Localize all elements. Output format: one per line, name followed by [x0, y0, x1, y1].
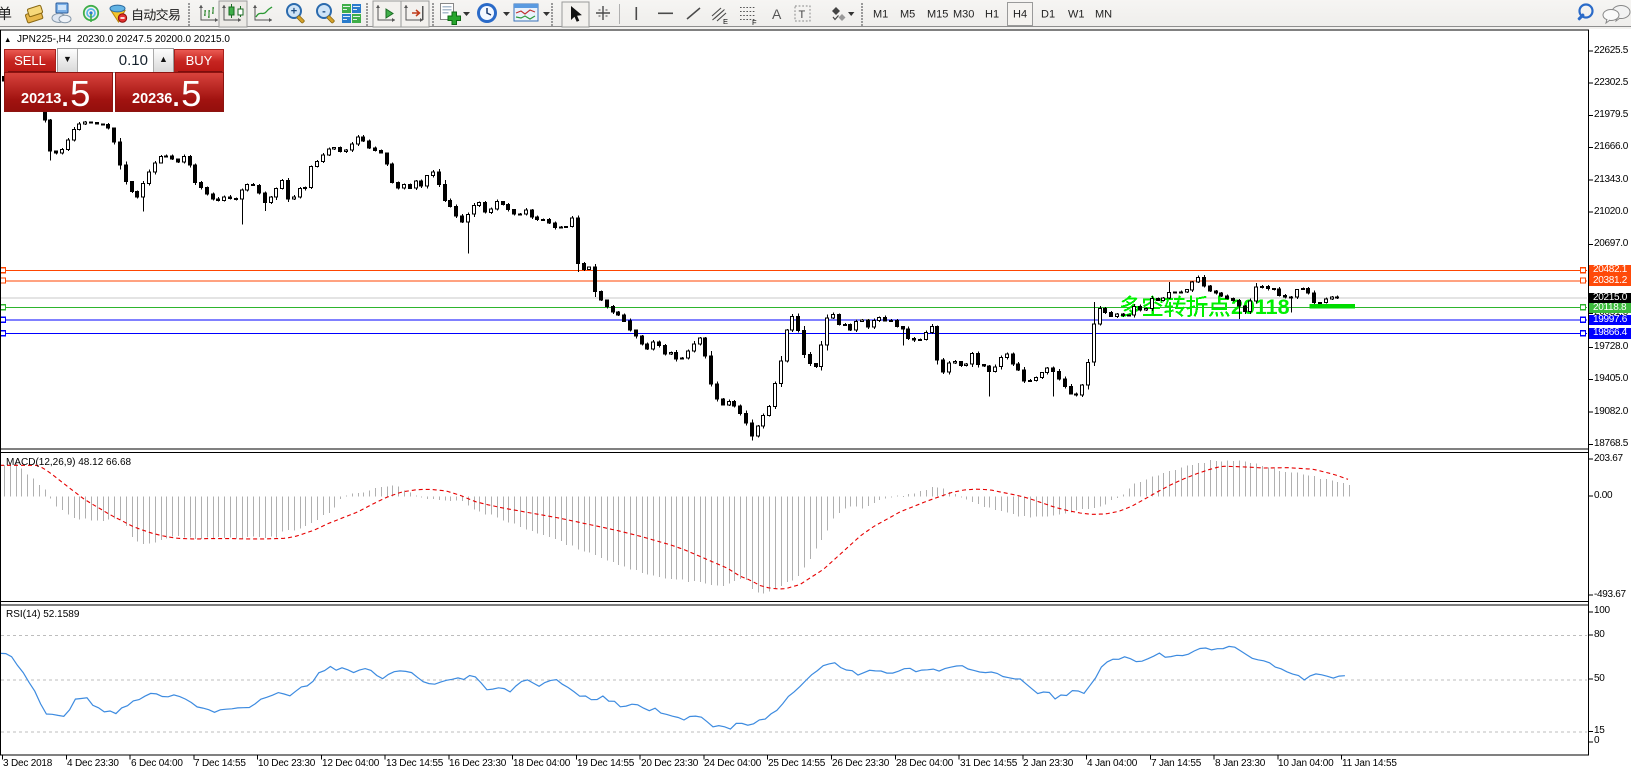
svg-text:M5: M5	[900, 9, 915, 21]
svg-text:D1: D1	[1041, 9, 1055, 21]
svg-text:M30: M30	[953, 9, 974, 21]
svg-text:E: E	[723, 17, 728, 26]
svg-text:M15: M15	[927, 9, 948, 21]
svg-text:MN: MN	[1095, 9, 1112, 21]
svg-text:F: F	[752, 18, 757, 27]
svg-text:M1: M1	[873, 9, 888, 21]
svg-text:+: +	[291, 6, 297, 18]
svg-text:H1: H1	[985, 9, 999, 21]
svg-text:-: -	[322, 6, 326, 18]
svg-text:20118: 20118	[1231, 295, 1290, 319]
svg-text:W1: W1	[1068, 9, 1085, 21]
svg-text:T: T	[799, 9, 806, 21]
svg-text:H4: H4	[1013, 9, 1027, 21]
svg-text:A: A	[772, 6, 782, 22]
